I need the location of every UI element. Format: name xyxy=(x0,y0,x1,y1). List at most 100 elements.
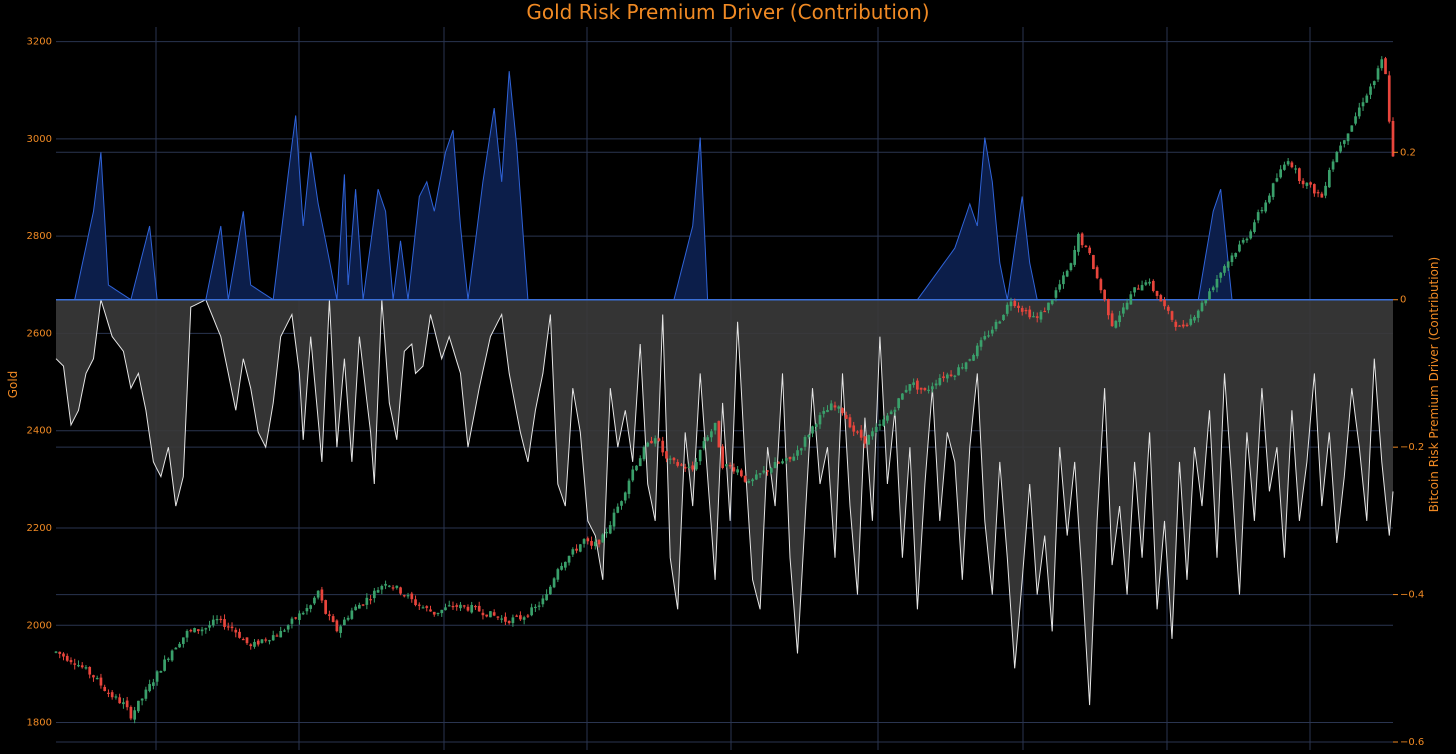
candle-body xyxy=(721,446,724,468)
candle-body xyxy=(369,599,372,601)
left-tick-label: 2200 xyxy=(27,523,52,534)
candle-body xyxy=(732,467,736,472)
candle-body xyxy=(848,417,852,428)
candle-body xyxy=(777,462,781,464)
candle-body xyxy=(238,631,241,638)
candle-body xyxy=(414,599,417,606)
candle-body xyxy=(1103,289,1106,300)
candle-body xyxy=(1305,182,1309,186)
candle-body xyxy=(144,689,148,699)
candle-body xyxy=(1316,192,1320,194)
candle-body xyxy=(803,437,807,447)
candle-body xyxy=(462,605,466,607)
candle-body xyxy=(140,698,144,701)
candle-body xyxy=(133,710,136,720)
candle-body xyxy=(822,411,826,414)
candle-body xyxy=(1077,233,1080,252)
candle-body xyxy=(856,431,859,433)
candle-body xyxy=(631,469,635,481)
candle-body xyxy=(1159,295,1163,302)
candle-body xyxy=(1065,270,1069,277)
candle-body xyxy=(1181,324,1185,327)
candle-body xyxy=(372,590,376,599)
candle-body xyxy=(1301,180,1305,185)
candle-body xyxy=(1286,161,1290,165)
candle-body xyxy=(1028,309,1032,318)
candle-body xyxy=(1032,316,1035,318)
candle-body xyxy=(975,345,979,357)
candle-body xyxy=(1050,299,1054,305)
candle-body xyxy=(968,359,972,361)
candle-body xyxy=(740,470,743,477)
candle-body xyxy=(459,604,462,609)
candle-body xyxy=(1384,58,1387,75)
candle-body xyxy=(743,475,747,482)
candle-body xyxy=(549,586,552,595)
candle-body xyxy=(107,692,110,694)
candle-body xyxy=(1320,193,1324,198)
candle-body xyxy=(1339,145,1342,152)
candle-body xyxy=(1391,120,1395,157)
candle-body xyxy=(1372,81,1376,86)
candle-body xyxy=(65,655,69,661)
candle-body xyxy=(1170,311,1174,320)
candle-body xyxy=(485,614,489,617)
candle-body xyxy=(256,640,260,645)
candle-body xyxy=(92,675,95,678)
candle-body xyxy=(901,393,904,400)
candle-body xyxy=(638,458,642,467)
candle-body xyxy=(234,629,238,633)
candle-body xyxy=(1279,169,1282,178)
candle-body xyxy=(1313,184,1316,194)
candle-body xyxy=(253,641,256,647)
candle-body xyxy=(919,387,923,390)
candle-body xyxy=(129,706,133,719)
candle-body xyxy=(788,456,792,460)
candle-body xyxy=(1107,299,1110,316)
candle-body xyxy=(365,597,369,605)
candle-body xyxy=(560,565,563,570)
candle-body xyxy=(380,586,384,590)
candle-body xyxy=(1275,178,1279,182)
candle-body xyxy=(927,389,930,391)
candle-body xyxy=(294,617,298,619)
candle-body xyxy=(931,386,934,390)
candle-body xyxy=(683,466,687,469)
candle-body xyxy=(1290,162,1294,168)
candle-body xyxy=(1357,107,1361,117)
candle-body xyxy=(522,617,526,620)
candle-body xyxy=(249,644,253,647)
candle-body xyxy=(1230,255,1234,263)
candle-body xyxy=(1178,325,1181,327)
candle-body xyxy=(354,606,357,611)
candle-body xyxy=(1361,102,1365,107)
candle-body xyxy=(241,639,245,641)
candle-body xyxy=(1387,75,1391,122)
candle-body xyxy=(841,408,844,414)
left-tick-label: 3000 xyxy=(27,134,52,145)
candle-body xyxy=(223,619,226,627)
candle-body xyxy=(1204,299,1208,304)
candle-body xyxy=(155,671,159,682)
candle-body xyxy=(481,612,485,616)
candle-body xyxy=(567,555,571,563)
candle-body xyxy=(489,611,492,618)
candle-body xyxy=(421,607,425,609)
candle-body xyxy=(99,677,103,686)
candle-body xyxy=(1099,279,1103,291)
candle-body xyxy=(1133,287,1136,293)
left-axis-title: Gold xyxy=(6,371,20,399)
candle-body xyxy=(960,367,964,369)
candle-body xyxy=(1193,316,1196,321)
candle-body xyxy=(784,458,788,461)
risk-negative-fill xyxy=(56,299,1393,706)
candle-body xyxy=(1264,202,1268,212)
candle-body xyxy=(193,628,196,633)
candle-body xyxy=(912,382,915,385)
candle-body xyxy=(1294,168,1297,170)
candle-body xyxy=(1140,285,1144,291)
candle-body xyxy=(436,612,440,615)
candle-body xyxy=(908,384,912,391)
candle-body xyxy=(612,512,616,527)
